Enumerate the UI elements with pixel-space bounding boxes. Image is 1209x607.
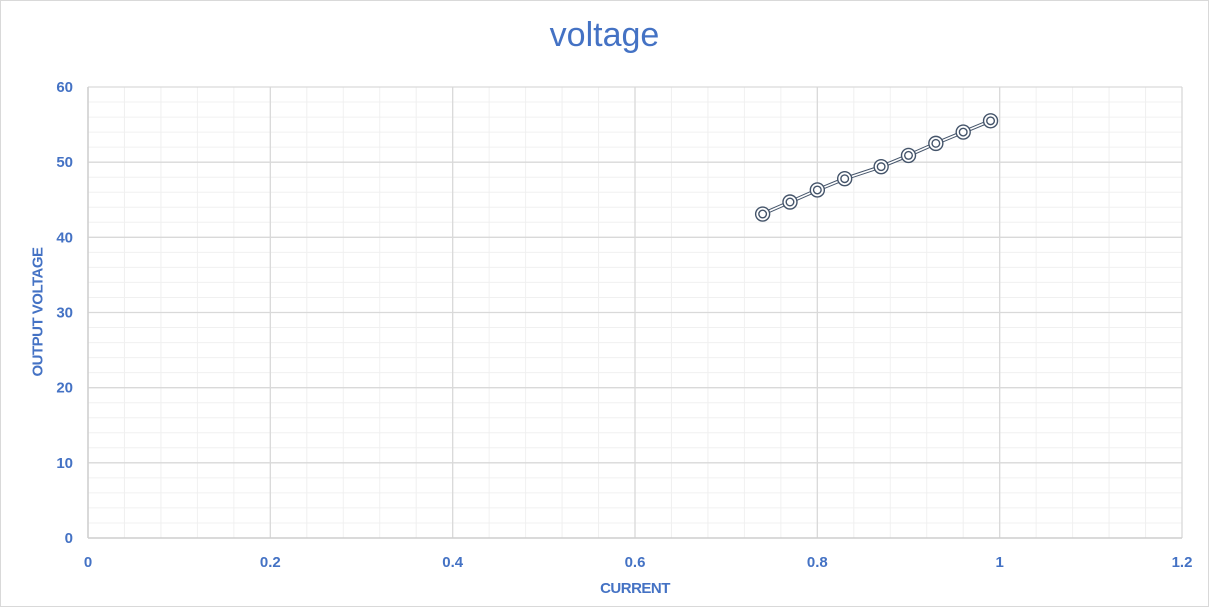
data-point-inner: [958, 127, 968, 137]
x-tick-label: 0.4: [442, 554, 464, 571]
x-axis-title: CURRENT: [600, 580, 670, 597]
x-tick-label: 0.2: [260, 554, 281, 571]
data-series: [754, 113, 999, 222]
major-gridlines: [87, 86, 1183, 539]
chart-title: voltage: [549, 16, 660, 54]
data-point-inner: [758, 209, 768, 219]
axes: [87, 87, 1182, 539]
y-tick-label: 0: [65, 530, 73, 547]
tick-labels: 0 0.2 0.4 0.6 0.8 1 1.2 0 10 20 30 40 50 60: [56, 79, 1192, 571]
data-point-inner: [904, 150, 914, 160]
y-tick-label: 50: [56, 154, 73, 171]
data-point-inner: [840, 174, 850, 184]
y-tick-label: 20: [56, 380, 73, 397]
x-tick-label: 1: [995, 554, 1003, 571]
x-tick-label: 0.8: [807, 554, 828, 571]
data-point-inner: [785, 197, 795, 207]
y-tick-label: 30: [56, 305, 73, 322]
y-tick-label: 60: [56, 79, 73, 96]
data-point-inner: [876, 162, 886, 172]
y-tick-label: 10: [56, 455, 73, 472]
y-tick-label: 40: [56, 229, 73, 246]
data-point-inner: [986, 116, 996, 126]
x-tick-label: 1.2: [1172, 554, 1193, 571]
data-point-inner: [812, 185, 822, 195]
x-tick-label: 0.6: [625, 554, 646, 571]
x-tick-label: 0: [84, 554, 92, 571]
data-point-inner: [931, 138, 941, 148]
